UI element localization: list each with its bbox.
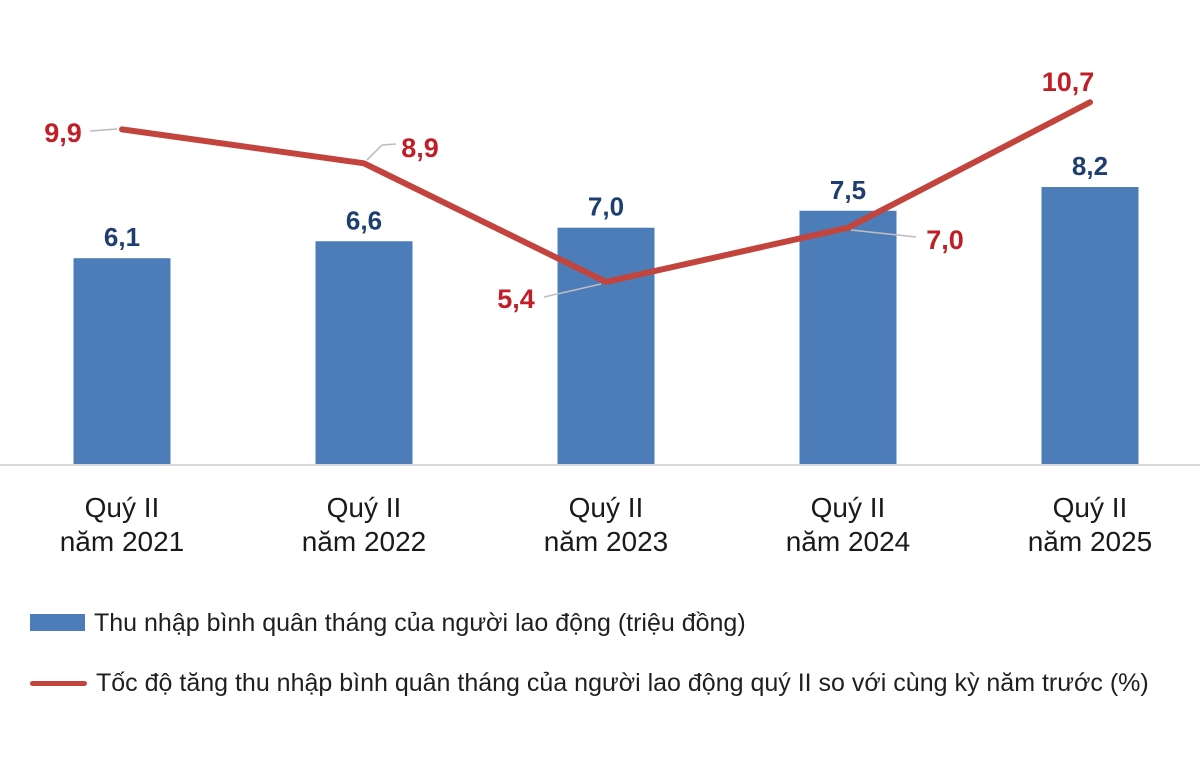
bar: [73, 258, 171, 465]
x-tick-label: năm 2022: [302, 526, 427, 557]
legend-item-growth: Tốc độ tăng thu nhập bình quân tháng của…: [30, 666, 1180, 700]
legend-label-growth: Tốc độ tăng thu nhập bình quân tháng của…: [96, 669, 1149, 697]
leader-line: [89, 128, 118, 132]
x-tick-label: năm 2025: [1028, 526, 1153, 557]
x-tick-label: năm 2023: [544, 526, 669, 557]
legend-item-income: Thu nhập bình quân tháng của người lao đ…: [30, 606, 1180, 640]
leader-line: [366, 143, 397, 161]
bar: [1041, 187, 1139, 465]
growth-value-label: 8,9: [401, 133, 439, 163]
growth-value-label: 5,4: [497, 284, 535, 314]
legend-label-income: Thu nhập bình quân tháng của người lao đ…: [94, 609, 746, 637]
bar-value-label: 7,0: [588, 192, 624, 222]
bar: [799, 210, 897, 465]
bar-value-label: 6,6: [346, 205, 382, 235]
growth-value-label: 9,9: [44, 118, 82, 148]
x-tick-label: năm 2024: [786, 526, 911, 557]
bar: [315, 241, 413, 465]
bar-series-swatch-icon: [30, 614, 85, 631]
bar-value-label: 7,5: [830, 175, 866, 205]
growth-line: [119, 99, 1093, 285]
bar-value-label: 8,2: [1072, 151, 1108, 181]
x-tick-label: Quý II: [569, 492, 644, 523]
growth-value-label: 10,7: [1042, 67, 1095, 97]
x-tick-label: Quý II: [85, 492, 160, 523]
x-tick-label: Quý II: [811, 492, 886, 523]
x-tick-label: Quý II: [1053, 492, 1128, 523]
leader-line: [543, 283, 602, 298]
leader-line: [850, 229, 917, 238]
legend: Thu nhập bình quân tháng của người lao đ…: [30, 606, 1180, 726]
line-series-swatch-icon: [30, 681, 87, 686]
x-tick-label: Quý II: [327, 492, 402, 523]
growth-value-label: 7,0: [926, 225, 964, 255]
x-tick-label: năm 2021: [60, 526, 185, 557]
bar-value-label: 6,1: [104, 222, 140, 252]
